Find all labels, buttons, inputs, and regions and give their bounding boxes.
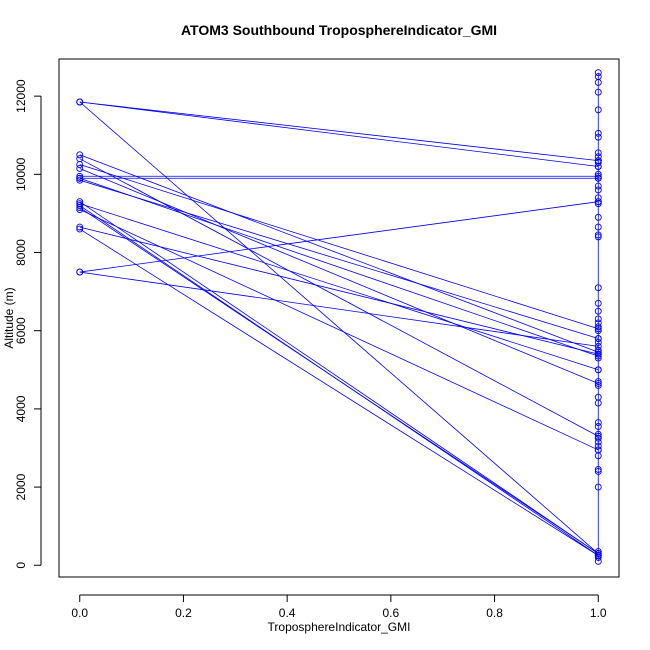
data-point xyxy=(594,342,602,350)
x-tick-label: 1.0 xyxy=(590,606,607,620)
data-point xyxy=(594,554,602,561)
data-point xyxy=(594,200,602,208)
data-point xyxy=(76,206,84,213)
data-point xyxy=(76,161,84,169)
data-point xyxy=(594,381,602,389)
data-point xyxy=(594,335,602,342)
series-line xyxy=(79,158,599,437)
data-point xyxy=(594,182,602,190)
data-point xyxy=(76,223,84,231)
data-point xyxy=(594,307,602,315)
x-axis-label: TroposphereIndicator_GMI xyxy=(268,620,411,634)
data-point xyxy=(594,423,602,430)
series-line xyxy=(79,101,599,554)
y-tick-label: 2000 xyxy=(14,473,28,500)
series-line xyxy=(79,207,599,554)
data-point xyxy=(594,352,602,360)
data-point xyxy=(594,129,602,137)
y-tick-label: 10000 xyxy=(14,157,28,191)
series-line xyxy=(79,226,599,355)
plot-area xyxy=(76,69,602,565)
data-point xyxy=(594,223,602,231)
data-point xyxy=(594,432,602,440)
data-point xyxy=(76,174,84,182)
data-point xyxy=(594,419,602,427)
plot-frame xyxy=(58,58,620,578)
data-point xyxy=(594,231,602,239)
data-point xyxy=(594,550,602,557)
data-point xyxy=(594,323,602,331)
data-point xyxy=(594,157,602,165)
x-tick-label: 0.0 xyxy=(71,606,88,620)
data-point xyxy=(594,299,602,307)
data-point xyxy=(594,442,602,450)
series-line xyxy=(79,201,599,273)
data-point xyxy=(594,350,602,358)
data-point xyxy=(594,434,602,442)
data-point xyxy=(76,172,84,180)
data-point xyxy=(594,198,602,206)
series-line xyxy=(79,203,599,371)
data-point xyxy=(594,213,602,221)
y-axis: 0 2000 4000 6000 8000 10000 12000 xyxy=(14,79,42,569)
data-point xyxy=(594,149,602,157)
data-point xyxy=(594,468,602,475)
data-point xyxy=(76,268,84,276)
data-point xyxy=(594,186,602,194)
series-line xyxy=(79,228,599,556)
data-point xyxy=(594,366,602,374)
data-point xyxy=(594,430,602,438)
data-point xyxy=(594,172,602,180)
data-point xyxy=(594,483,602,491)
data-point xyxy=(594,446,602,454)
series-line xyxy=(79,271,599,347)
series-line xyxy=(79,177,599,357)
data-point xyxy=(594,174,602,182)
data-point xyxy=(594,133,602,141)
data-point xyxy=(76,165,84,172)
data-point xyxy=(594,378,602,385)
data-point xyxy=(594,159,602,167)
data-point xyxy=(594,325,602,333)
data-point xyxy=(594,170,602,178)
data-point xyxy=(594,338,602,346)
data-point xyxy=(594,88,602,96)
data-point xyxy=(594,233,602,241)
data-point xyxy=(594,79,602,86)
x-axis: 0.0 0.2 0.4 0.6 0.8 1.0 xyxy=(71,594,607,620)
x-tick-label: 0.2 xyxy=(175,606,192,620)
x-tick-label: 0.6 xyxy=(383,606,400,620)
y-tick-label: 12000 xyxy=(14,79,28,113)
series-line xyxy=(79,179,599,339)
x-tick-label: 0.8 xyxy=(486,606,503,620)
chart-title: ATOM3 Southbound TroposphereIndicator_GM… xyxy=(181,22,497,38)
y-tick-label: 6000 xyxy=(14,317,28,344)
data-point xyxy=(76,98,84,106)
data-point xyxy=(594,552,602,559)
series-line xyxy=(79,209,599,451)
data-point xyxy=(594,106,602,114)
data-point xyxy=(594,284,602,292)
y-axis-label: Altitude (m) xyxy=(2,287,16,348)
data-point xyxy=(76,151,84,159)
series-line xyxy=(79,164,599,330)
data-point xyxy=(76,204,84,212)
data-point xyxy=(76,202,84,210)
data-point xyxy=(594,327,602,335)
x-tick-label: 0.4 xyxy=(279,606,296,620)
data-point xyxy=(594,315,602,323)
data-point xyxy=(76,225,84,233)
y-tick-label: 8000 xyxy=(14,239,28,266)
data-point xyxy=(76,176,84,184)
y-tick-label: 0 xyxy=(14,562,28,569)
data-point xyxy=(594,399,602,407)
series-line xyxy=(79,154,599,353)
y-tick-label: 4000 xyxy=(14,395,28,422)
series-line xyxy=(79,168,599,384)
data-point xyxy=(594,466,602,473)
data-point xyxy=(594,380,602,387)
data-point xyxy=(594,69,602,77)
